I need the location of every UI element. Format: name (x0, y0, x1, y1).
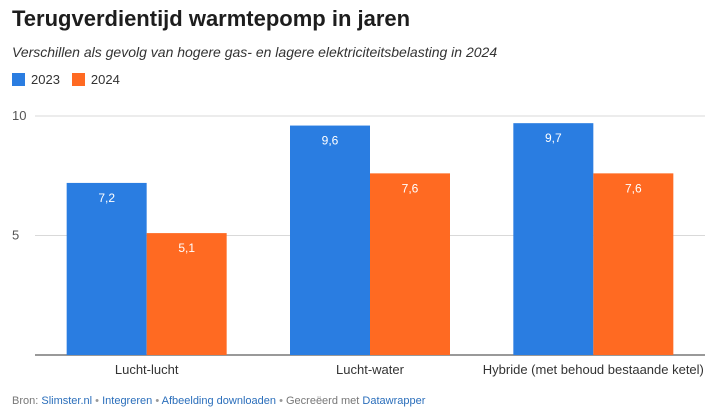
download-image-link[interactable]: Afbeelding downloaden (161, 395, 276, 407)
legend-swatch-2023 (12, 73, 25, 86)
legend-swatch-2024 (71, 73, 85, 86)
chart-subtitle: Verschillen als gevolg van hogere gas- e… (12, 44, 498, 60)
legend-label-2023: 2023 (31, 72, 60, 87)
data-label: 7,2 (98, 191, 115, 205)
legend: 2023 2024 (12, 72, 120, 87)
source-prefix: Bron: (12, 395, 39, 407)
legend-item-2023: 2023 (12, 72, 60, 87)
data-label: 9,6 (322, 134, 339, 148)
footer-separator: • (155, 395, 160, 407)
bar-chart: 5 10 7,2 5,1 Lucht-lucht 9,6 7,6 Lucht-water 9,7… (12, 108, 705, 377)
legend-label-2024: 2024 (90, 72, 120, 87)
x-tick-label: Hybride (met behoud bestaande ketel) (483, 362, 704, 377)
datawrapper-link[interactable]: Datawrapper (362, 395, 426, 407)
bar-2023 (513, 123, 594, 355)
y-tick-label: 10 (12, 108, 26, 123)
bar-2024 (593, 173, 674, 355)
created-with-text: Gecreëerd met (285, 395, 360, 407)
footer-separator: • (95, 395, 100, 407)
bar-2024 (146, 233, 227, 355)
source-link[interactable]: Slimster.nl (41, 395, 93, 407)
data-label: 5,1 (178, 241, 195, 255)
legend-item-2024: 2024 (71, 72, 120, 87)
footer: Bron: Slimster.nl • Integreren • Afbeeld… (12, 395, 425, 407)
footer-separator: • (279, 395, 283, 407)
y-tick-label: 5 (12, 228, 19, 243)
bar-2023 (290, 125, 370, 355)
x-tick-label: Lucht-lucht (115, 362, 179, 377)
data-label: 7,6 (625, 181, 642, 195)
data-label: 7,6 (402, 181, 419, 195)
chart-title: Terugverdientijd warmtepomp in jaren (12, 6, 411, 31)
data-label: 9,7 (545, 131, 562, 145)
x-tick-label: Lucht-water (336, 362, 405, 377)
bar-2024 (370, 173, 450, 355)
embed-link[interactable]: Integreren (102, 395, 153, 407)
bar-2023 (66, 182, 147, 355)
